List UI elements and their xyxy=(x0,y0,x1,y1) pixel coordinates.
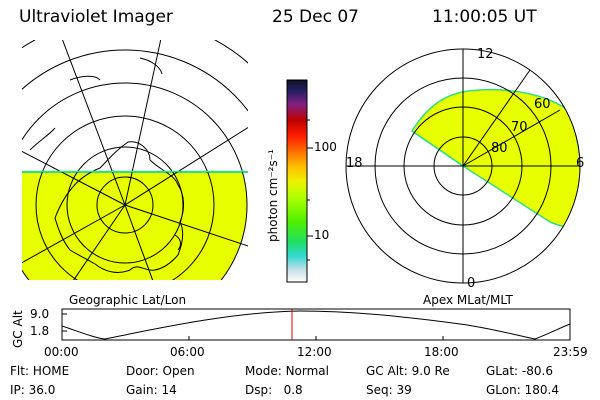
time-label: 11:00:05 UT xyxy=(432,7,537,27)
status-ip: IP: 36.0 xyxy=(10,383,56,397)
mlt-label-right: 6 xyxy=(576,156,585,171)
colorbar-tick-10: 10 xyxy=(314,228,330,242)
xtick-2359: 23:59 xyxy=(553,345,588,359)
xtick-0000: 00:00 xyxy=(44,345,79,359)
mlt-label-top: 12 xyxy=(477,47,494,62)
geo-meridians xyxy=(22,40,248,280)
altitude-ytick-high: 9.0 xyxy=(30,307,50,321)
instrument-title: Ultraviolet Imager xyxy=(19,7,173,27)
xtick-1800: 18:00 xyxy=(424,345,459,359)
geo-latitude-circles xyxy=(22,40,248,280)
colorbar-unit-label: photon cm⁻²s⁻¹ xyxy=(266,149,280,242)
mlat-label-70: 70 xyxy=(511,120,528,135)
status-glon: GLon: 180.4 xyxy=(486,383,559,397)
status-mode: Mode: Normal xyxy=(245,364,329,378)
colorbar-tick-100: 100 xyxy=(314,140,337,154)
mlt-label-left: 18 xyxy=(346,156,363,171)
altitude-ytick-low: 1.8 xyxy=(30,324,50,338)
status-gain: Gain: 14 xyxy=(126,383,177,397)
apex-polar-plot xyxy=(345,48,581,284)
altitude-ylabel: GC Alt xyxy=(11,310,25,348)
mlat-label-60: 60 xyxy=(534,97,551,112)
status-dsp: Dsp: 0.8 xyxy=(245,383,303,397)
status-glat: GLat: -80.6 xyxy=(486,364,553,378)
geographic-panel-label: Geographic Lat/Lon xyxy=(69,293,187,307)
apex-emission-region xyxy=(410,88,580,229)
altitude-plot xyxy=(61,308,571,341)
status-flight: Flt: HOME xyxy=(10,364,70,378)
xtick-0600: 06:00 xyxy=(170,345,205,359)
colorbar xyxy=(286,79,313,283)
altitude-curve xyxy=(61,310,571,340)
status-door: Door: Open xyxy=(126,364,195,378)
status-seq: Seq: 39 xyxy=(366,383,412,397)
date-label: 25 Dec 07 xyxy=(272,7,359,27)
xtick-1200: 12:00 xyxy=(297,345,332,359)
apex-panel-label: Apex MLat/MLT xyxy=(423,293,513,307)
mlat-label-80: 80 xyxy=(491,141,508,156)
status-gc-alt: GC Alt: 9.0 Re xyxy=(366,364,450,378)
mlt-label-bottom: 0 xyxy=(467,276,476,291)
antarctica-outline xyxy=(54,141,184,273)
geo-emission-region xyxy=(22,172,247,280)
geographic-map xyxy=(22,40,248,280)
